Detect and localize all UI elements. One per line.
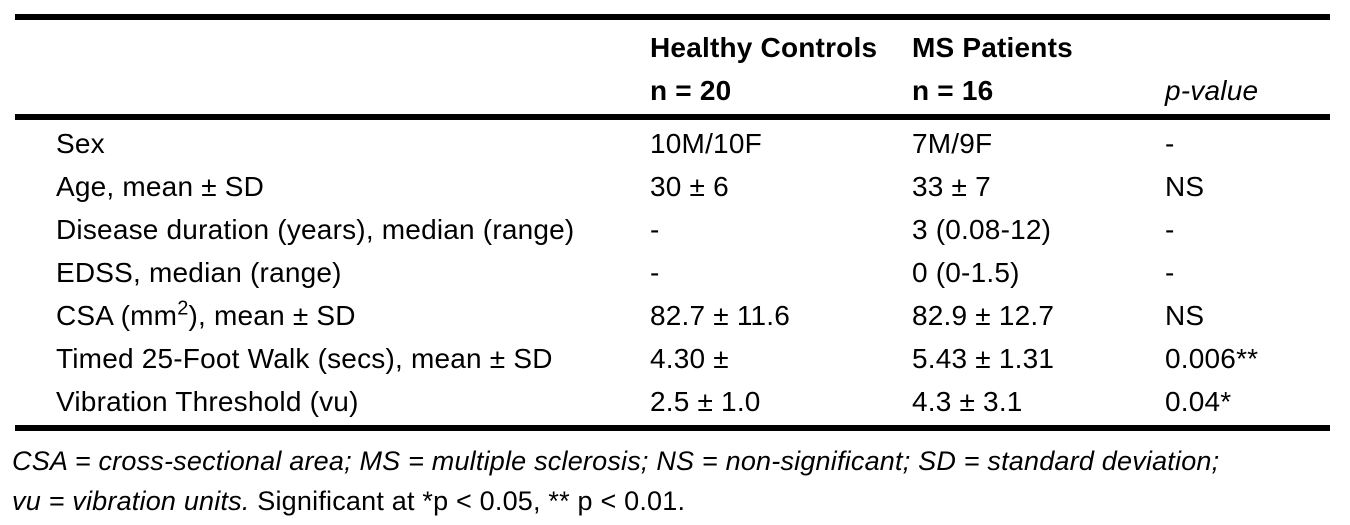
- table-header: Healthy Controls MS Patients n = 20 n = …: [15, 31, 1330, 108]
- healthy-controls-value: 30 ± 6: [650, 170, 729, 202]
- p-value-cell: NS: [1165, 170, 1205, 202]
- ms-patients-value: 7M/9F: [912, 127, 993, 159]
- p-value-cell: -: [1165, 127, 1175, 159]
- table-row: CSA (mm2), mean ± SD 82.7 ± 11.6 82.9 ± …: [15, 294, 1330, 337]
- header-ms-patients: MS Patients: [912, 32, 1073, 63]
- row-label: Age, mean ± SD: [56, 170, 265, 202]
- row-label: Disease duration (years), median (range): [56, 213, 575, 245]
- footnote-line-2: vu = vibration units. Significant at *p …: [12, 481, 1332, 521]
- row-label: CSA (mm2), mean ± SD: [56, 297, 356, 331]
- healthy-controls-value: 4.30 ±: [650, 342, 729, 374]
- p-value-cell: 0.04*: [1165, 385, 1232, 417]
- ms-patients-value: 3 (0.08-12): [912, 213, 1052, 245]
- footnote-abbreviations-line1: CSA = cross-sectional area; MS = multipl…: [12, 446, 1220, 476]
- header-healthy-controls-n: n = 20: [650, 75, 732, 106]
- ms-patients-value: 5.43 ± 1.31: [912, 342, 1055, 374]
- table-row: Age, mean ± SD 30 ± 6 33 ± 7 NS: [15, 165, 1330, 208]
- row-label: EDSS, median (range): [56, 256, 342, 288]
- row-label: Vibration Threshold (vu): [56, 385, 359, 417]
- header-healthy-controls: Healthy Controls: [650, 32, 878, 63]
- healthy-controls-value: 10M/10F: [650, 127, 762, 159]
- footnote-abbreviations-line2: vu = vibration units.: [12, 486, 250, 516]
- p-value-cell: NS: [1165, 299, 1205, 331]
- header-row-counts: n = 20 n = 16 p-value: [15, 74, 1330, 108]
- header-p-value: p-value: [1165, 75, 1259, 106]
- p-value-cell: 0.006**: [1165, 342, 1259, 374]
- ms-patients-value: 33 ± 7: [912, 170, 991, 202]
- healthy-controls-value: 82.7 ± 11.6: [650, 299, 791, 331]
- table-header-rule: [15, 114, 1330, 120]
- table-bottom-rule: [15, 425, 1330, 431]
- ms-patients-value: 4.3 ± 3.1: [912, 385, 1023, 417]
- table-row: Vibration Threshold (vu) 2.5 ± 1.0 4.3 ±…: [15, 380, 1330, 423]
- footnote-significance-note: Significant at *p < 0.05, ** p < 0.01.: [249, 486, 686, 516]
- footnote-line-1: CSA = cross-sectional area; MS = multipl…: [12, 441, 1332, 481]
- row-label: Timed 25-Foot Walk (secs), mean ± SD: [56, 342, 553, 374]
- table-row: Sex 10M/10F 7M/9F -: [15, 122, 1330, 165]
- table-footnote: CSA = cross-sectional area; MS = multipl…: [12, 441, 1332, 521]
- row-label: Sex: [56, 127, 105, 159]
- demographics-table: Healthy Controls MS Patients n = 20 n = …: [15, 14, 1330, 431]
- superscript-unit: 2: [177, 297, 189, 320]
- table-row: EDSS, median (range) - 0 (0-1.5) -: [15, 251, 1330, 294]
- header-ms-patients-n: n = 16: [912, 75, 994, 106]
- ms-patients-value: 0 (0-1.5): [912, 256, 1020, 288]
- p-value-cell: -: [1165, 256, 1175, 288]
- table-row: Disease duration (years), median (range)…: [15, 208, 1330, 251]
- header-row-group-names: Healthy Controls MS Patients: [15, 31, 1330, 65]
- healthy-controls-value: -: [650, 213, 660, 245]
- healthy-controls-value: -: [650, 256, 660, 288]
- table-body: Sex 10M/10F 7M/9F - Age, mean ± SD 30 ± …: [15, 120, 1330, 425]
- p-value-cell: -: [1165, 213, 1175, 245]
- table-top-rule: [15, 14, 1330, 20]
- ms-patients-value: 82.9 ± 12.7: [912, 299, 1055, 331]
- table-row: Timed 25-Foot Walk (secs), mean ± SD 4.3…: [15, 337, 1330, 380]
- healthy-controls-value: 2.5 ± 1.0: [650, 385, 761, 417]
